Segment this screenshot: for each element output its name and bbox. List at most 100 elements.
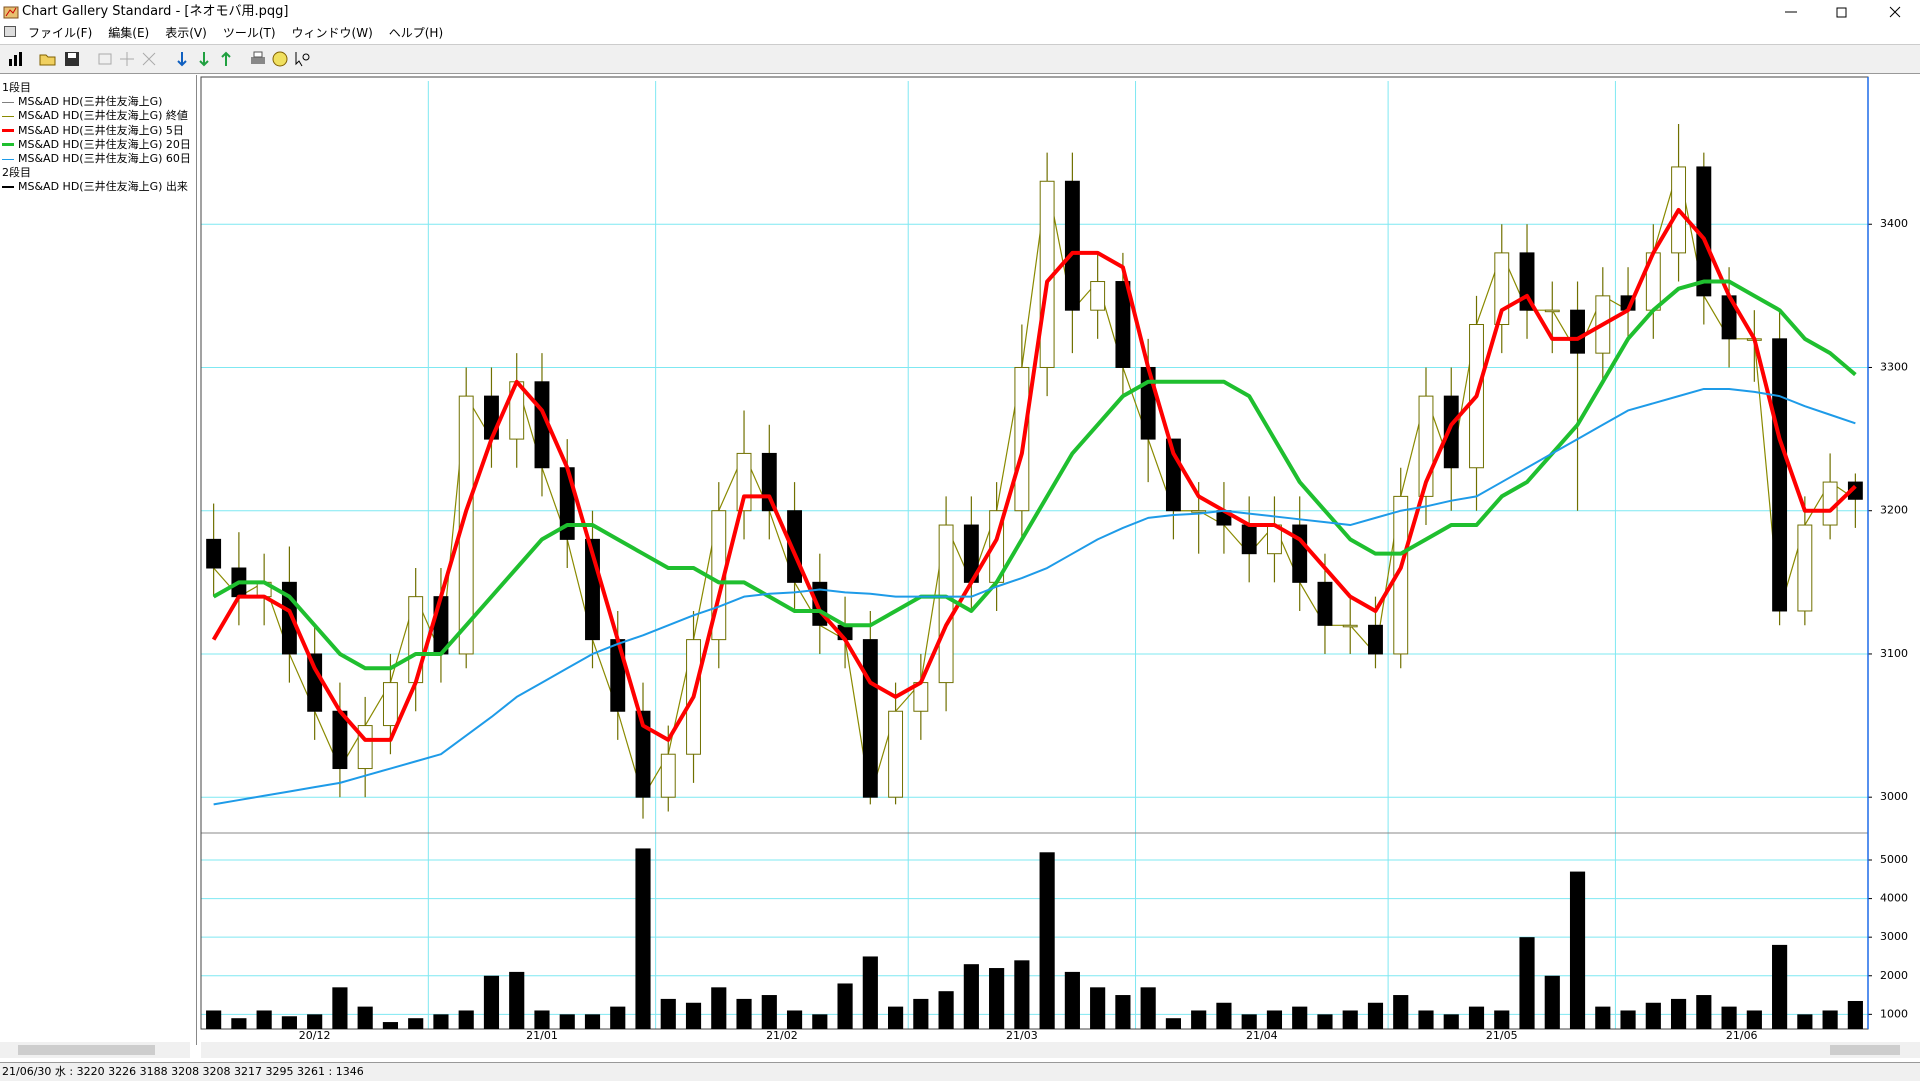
toolbar-button[interactable]: [62, 49, 82, 69]
toolbar-button[interactable]: [194, 49, 214, 69]
x-tick-label: 21/04: [1246, 1029, 1278, 1042]
volume-bar: [1342, 1010, 1358, 1029]
legend-label: MS&AD HD(三井住友海上G) 5日: [18, 123, 184, 137]
volume-bar: [1519, 937, 1535, 1029]
volume-bar: [1569, 871, 1586, 1029]
legend-entry: MS&AD HD(三井住友海上G) 60日: [2, 152, 191, 166]
candle-body: [1797, 524, 1813, 612]
candle-body: [635, 710, 651, 798]
volume-bar: [963, 964, 979, 1029]
volume-bar: [938, 991, 954, 1029]
volume-bar: [610, 1006, 626, 1029]
window-controls[interactable]: [1770, 0, 1920, 24]
candle-body: [458, 395, 474, 655]
volume-bar: [206, 1010, 222, 1029]
volume-bar: [1191, 1010, 1207, 1029]
candle-body: [1241, 524, 1257, 555]
volume-bar: [408, 1018, 424, 1029]
volume-bar: [837, 983, 853, 1029]
y-tick-label: 3300: [1880, 360, 1908, 373]
volume-bar: [1595, 1006, 1611, 1029]
menu-item[interactable]: ツール(T): [222, 26, 276, 40]
volume-bar: [1090, 987, 1106, 1029]
candle-body: [433, 596, 449, 655]
chart-scrollbar[interactable]: [201, 1042, 1920, 1058]
candle-body: [206, 538, 222, 569]
toolbar-button[interactable]: [248, 49, 268, 69]
legend-label: MS&AD HD(三井住友海上G) 終値: [18, 109, 188, 123]
close-button[interactable]: [1889, 6, 1901, 18]
y-tick-label: 5000: [1880, 853, 1908, 866]
volume-bar: [1064, 971, 1080, 1029]
y-tick-label: 3000: [1880, 790, 1908, 803]
volume-bar: [1443, 1014, 1459, 1029]
menu-item[interactable]: 編集(E): [108, 26, 150, 40]
legend-section: 2段目: [2, 166, 31, 180]
menu-bar: ファイル(F) 編集(E) 表示(V) ツール(T) ウィンドウ(W) ヘルプ(H): [0, 24, 1920, 42]
toolbar-button[interactable]: [216, 49, 236, 69]
toolbar-button[interactable]: [38, 49, 58, 69]
moving-average-line: [213, 387, 1856, 806]
restore-button[interactable]: [1836, 7, 1847, 18]
candle-body: [1064, 180, 1080, 311]
toolbar-button[interactable]: [139, 49, 159, 69]
legend-label: MS&AD HD(三井住友海上G) 60日: [18, 152, 191, 165]
volume-bar: [281, 1016, 297, 1029]
menu-item[interactable]: ファイル(F): [28, 26, 93, 40]
window-title: Chart Gallery Standard - [ネオモバ用.pqg]: [22, 4, 289, 19]
volume-bar: [559, 1014, 575, 1029]
menu-icon: [0, 24, 20, 42]
volume-bar: [509, 971, 525, 1029]
candle-body: [1292, 524, 1308, 583]
x-tick-label: 21/03: [1006, 1029, 1038, 1042]
volume-bar: [888, 1006, 904, 1029]
volume-bar: [1696, 995, 1712, 1029]
volume-bar: [812, 1014, 828, 1029]
scrollbar-thumb[interactable]: [18, 1045, 155, 1055]
volume-bar: [458, 1010, 474, 1029]
volume-bar: [1317, 1014, 1333, 1029]
toolbar-button[interactable]: [117, 49, 137, 69]
volume-bar: [685, 1002, 702, 1029]
toolbar-button[interactable]: [6, 49, 26, 69]
volume-bar: [1721, 1006, 1737, 1029]
scrollbar-thumb[interactable]: [1830, 1045, 1900, 1055]
volume-bar: [382, 1022, 399, 1029]
candle-body: [1090, 281, 1106, 311]
candle-body: [1368, 624, 1383, 655]
legend-entry: MS&AD HD(三井住友海上G): [2, 95, 162, 109]
volume-bar: [1746, 1010, 1762, 1029]
candle-body: [307, 653, 323, 712]
volume-bar: [584, 1014, 601, 1029]
toolbar-button[interactable]: [172, 49, 192, 69]
toolbar-button[interactable]: [270, 49, 290, 69]
toolbar-button[interactable]: [292, 49, 312, 69]
x-tick-label: 21/02: [766, 1029, 798, 1042]
moving-average-line: [212, 279, 1857, 671]
volume-bar: [256, 1010, 272, 1029]
volume-bar: [433, 1014, 449, 1029]
menu-item[interactable]: ウィンドウ(W): [291, 26, 373, 40]
y-tick-label: 2000: [1880, 969, 1908, 982]
volume-bar: [862, 956, 878, 1029]
chart-background: [197, 75, 1920, 1035]
menu-item[interactable]: ヘルプ(H): [388, 26, 444, 40]
volume-bar: [1822, 1010, 1838, 1029]
volume-bar: [1544, 975, 1560, 1029]
legend-label: MS&AD HD(三井住友海上G) 出来: [18, 180, 188, 194]
right-axis-area: [1876, 140, 1920, 800]
menu-item[interactable]: 表示(V): [165, 26, 207, 40]
volume-bar: [660, 998, 676, 1029]
legend-section: 1段目: [2, 81, 31, 94]
toolbar-button[interactable]: [95, 49, 115, 69]
y-tick-label: 3000: [1880, 930, 1908, 943]
app-icon: [3, 6, 19, 19]
y-tick-label: 1000: [1880, 1007, 1908, 1020]
legend-panel: 1段目 MS&AD HD(三井住友海上G) MS&AD HD(三井住友海上G) 終値…: [0, 75, 197, 1045]
candle-body: [1772, 338, 1788, 612]
volume-bar: [761, 995, 777, 1029]
volume-bar: [332, 987, 348, 1029]
candle-body: [1443, 395, 1459, 469]
volume-bar: [913, 998, 929, 1029]
candle-body: [1570, 309, 1585, 354]
